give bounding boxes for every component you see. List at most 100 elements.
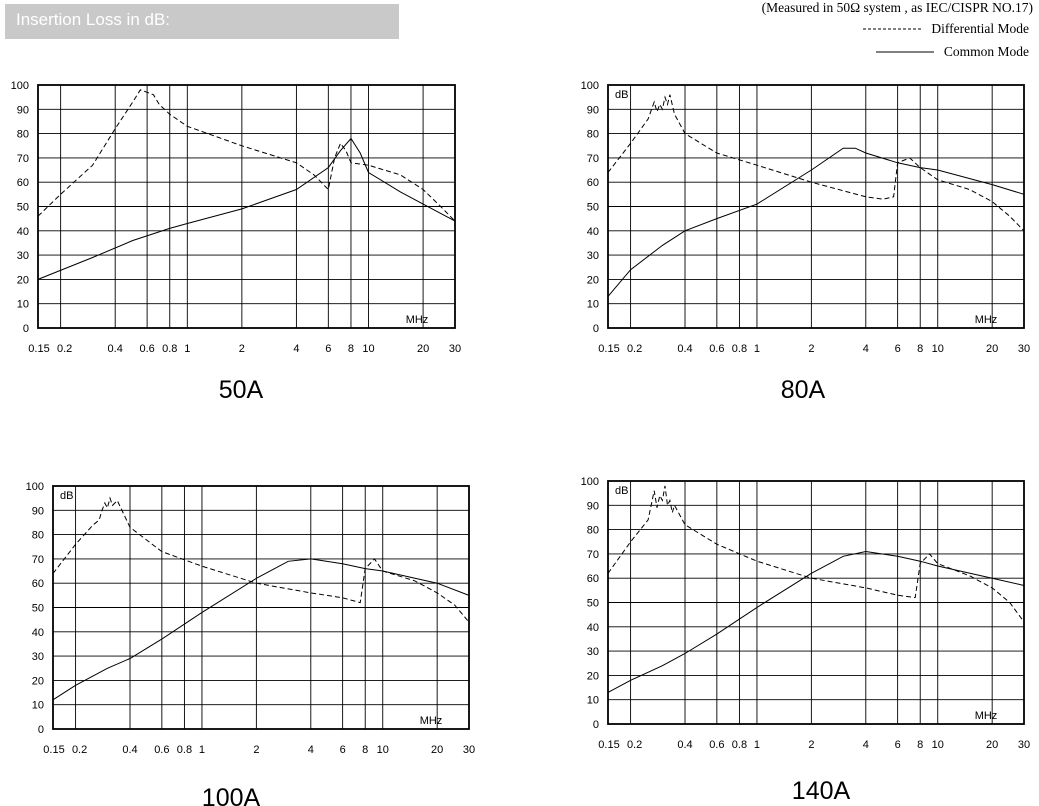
y-tick-label: 80 <box>587 129 599 141</box>
header-title: Insertion Loss in dB: <box>16 10 171 29</box>
x-tick-label: 0.15 <box>598 739 619 751</box>
common-mode-line <box>37 137 456 280</box>
x-tick-label: 6 <box>895 343 901 355</box>
x-tick-label: 10 <box>932 739 944 751</box>
y-tick-label: 80 <box>17 129 29 141</box>
differential-mode-line <box>52 496 470 623</box>
y-tick-label: 0 <box>23 323 29 335</box>
x-tick-label: 1 <box>754 343 760 355</box>
y-tick-label: 0 <box>593 323 599 335</box>
legend-note: (Measured in 50Ω system , as IEC/CISPR N… <box>761 0 1033 15</box>
y-tick-label: 50 <box>587 598 599 610</box>
x-tick-label: 1 <box>754 739 760 751</box>
x-tick-label: 20 <box>417 343 429 355</box>
y-tick-label: 100 <box>26 481 44 493</box>
x-tick-label: 10 <box>377 744 389 756</box>
y-tick-label: 70 <box>32 554 44 566</box>
differential-mode-line <box>37 89 456 222</box>
y-tick-label: 10 <box>587 695 599 707</box>
x-tick-label: 0.4 <box>677 739 692 751</box>
x-tick-label: 10 <box>932 343 944 355</box>
y-tick-label: 40 <box>17 226 29 238</box>
y-tick-label: 80 <box>32 530 44 542</box>
x-tick-label: 30 <box>449 343 461 355</box>
x-tick-label: 2 <box>808 343 814 355</box>
y-tick-label: 60 <box>587 177 599 189</box>
x-tick-label: 0.6 <box>709 343 724 355</box>
y-tick-label: 30 <box>17 250 29 262</box>
y-tick-label: 20 <box>587 670 599 682</box>
y-tick-label: 50 <box>587 202 599 214</box>
legend-item-differential: Differential Mode <box>863 20 1029 38</box>
y-tick-label: 50 <box>17 202 29 214</box>
y-tick-label: 90 <box>587 500 599 512</box>
y-tick-label: 100 <box>581 476 599 488</box>
x-tick-label: 4 <box>863 343 869 355</box>
x-tick-label: 0.15 <box>598 343 619 355</box>
legend-label-common: Common Mode <box>943 44 1029 59</box>
x-tick-label: 6 <box>895 739 901 751</box>
plot-frame <box>607 480 1025 725</box>
x-tick-label: 2 <box>239 343 245 355</box>
x-tick-label: 0.6 <box>709 739 724 751</box>
plot-frame <box>52 485 470 730</box>
chart-1: 0.15 0.2 0.4 0.6 0.8 1 2 4 6 8 10 20 30 0 10 20 30 40 50 60… <box>581 80 1030 404</box>
differential-mode-line <box>607 485 1025 623</box>
x-tick-label: 20 <box>986 343 998 355</box>
y-tick-label: 40 <box>587 226 599 238</box>
common-mode-line <box>607 550 1025 693</box>
x-tick-label: 4 <box>308 744 314 756</box>
y-tick-label: 60 <box>17 177 29 189</box>
x-tick-label: 0.6 <box>139 343 154 355</box>
legend-label-differential: Differential Mode <box>931 21 1029 36</box>
x-tick-label: 1 <box>184 343 190 355</box>
y-tick-label: 90 <box>587 104 599 116</box>
x-tick-label: 30 <box>463 744 475 756</box>
x-tick-label: 0.8 <box>162 343 177 355</box>
y-tick-label: 40 <box>32 627 44 639</box>
plot-frame <box>37 84 456 329</box>
x-tick-label: 6 <box>340 744 346 756</box>
x-tick-label: 8 <box>917 343 923 355</box>
y-tick-label: 70 <box>587 549 599 561</box>
x-tick-label: 10 <box>362 343 374 355</box>
x-unit-label: MHz <box>420 715 443 727</box>
x-tick-label: 0.6 <box>154 744 169 756</box>
y-tick-label: 90 <box>17 104 29 116</box>
x-tick-label: 8 <box>917 739 923 751</box>
chart-title: 100A <box>202 784 261 806</box>
y-unit-label: dB <box>615 485 628 497</box>
common-mode-line <box>52 558 470 701</box>
x-tick-label: 0.8 <box>732 739 747 751</box>
x-tick-label: 0.4 <box>677 343 692 355</box>
x-tick-label: 4 <box>863 739 869 751</box>
common-mode-line <box>607 147 1025 297</box>
y-tick-label: 0 <box>593 719 599 731</box>
x-tick-label: 8 <box>362 744 368 756</box>
x-tick-label: 0.15 <box>28 343 49 355</box>
solid-line-swatch-icon <box>875 51 934 53</box>
y-tick-label: 100 <box>581 80 599 92</box>
chart-3: 0.15 0.2 0.4 0.6 0.8 1 2 4 6 8 10 20 30 0 10 20 30 40 50 60… <box>581 476 1030 805</box>
x-tick-label: 0.4 <box>122 744 137 756</box>
y-tick-label: 30 <box>587 250 599 262</box>
y-tick-label: 20 <box>32 675 44 687</box>
y-tick-label: 80 <box>587 525 599 537</box>
x-tick-label: 20 <box>986 739 998 751</box>
x-unit-label: MHz <box>975 710 998 722</box>
y-tick-label: 30 <box>32 651 44 663</box>
x-tick-label: 0.4 <box>108 343 123 355</box>
y-tick-label: 30 <box>587 646 599 658</box>
x-tick-label: 4 <box>293 343 299 355</box>
x-tick-label: 6 <box>325 343 331 355</box>
y-tick-label: 50 <box>32 603 44 615</box>
x-tick-label: 1 <box>199 744 205 756</box>
x-tick-label: 8 <box>348 343 354 355</box>
y-tick-label: 70 <box>17 153 29 165</box>
x-tick-label: 0.8 <box>177 744 192 756</box>
y-tick-label: 10 <box>17 299 29 311</box>
x-tick-label: 0.2 <box>627 343 642 355</box>
y-unit-label: dB <box>60 490 73 502</box>
legend-item-common: Common Mode <box>875 43 1029 61</box>
